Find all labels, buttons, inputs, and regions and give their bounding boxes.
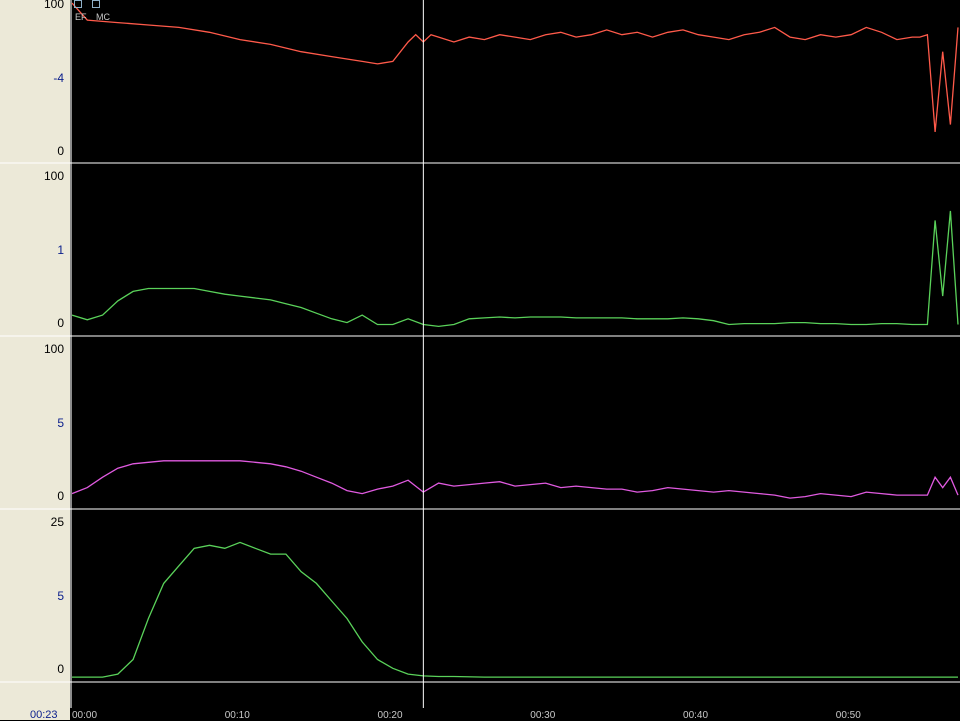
plot-area[interactable] — [70, 0, 960, 720]
panel-1-ytick-label: 100 — [43, 0, 64, 11]
panel-2-ytick-label: 0 — [57, 316, 64, 330]
axis-panel — [0, 0, 70, 720]
ef-checkbox[interactable] — [74, 0, 82, 8]
panel-2-series-line — [71, 210, 959, 328]
legend-label-mc: MC — [96, 12, 110, 22]
panel-2-ytick-label: 1 — [57, 243, 64, 257]
panel-4-ytick-label: 25 — [50, 515, 64, 529]
panel-1-series-line — [71, 2, 959, 132]
xtick-label: 00:30 — [530, 710, 556, 721]
plot-edge-line — [70, 0, 72, 720]
panel-1-ytick-label: 0 — [57, 144, 64, 158]
mc-checkbox[interactable] — [92, 0, 100, 8]
panel-4-series-line — [72, 541, 958, 678]
panel-4-ytick-label: 5 — [57, 589, 64, 603]
panel-3-ytick-label: 5 — [57, 416, 64, 430]
legend-label-ef: EF — [75, 12, 87, 22]
panel-2-ytick-label: 100 — [43, 169, 64, 183]
panel-4-ytick-label: 0 — [57, 662, 64, 676]
time-readout: 00:23 — [30, 709, 58, 721]
time-axis-strip — [70, 708, 960, 720]
panel-3-ytick-label: 0 — [57, 489, 64, 503]
xtick-label: 00:10 — [224, 710, 250, 721]
xtick-label: 00:50 — [835, 710, 861, 721]
xtick-label: 00:00 — [72, 710, 98, 721]
legend: EF MC — [72, 0, 132, 22]
panel-1-ytick-label: -4 — [53, 71, 64, 85]
panel-3-ytick-label: 100 — [43, 342, 64, 356]
xtick-label: 00:20 — [377, 710, 403, 721]
xtick-label: 00:40 — [683, 710, 709, 721]
panel-3-series-line — [71, 460, 959, 499]
